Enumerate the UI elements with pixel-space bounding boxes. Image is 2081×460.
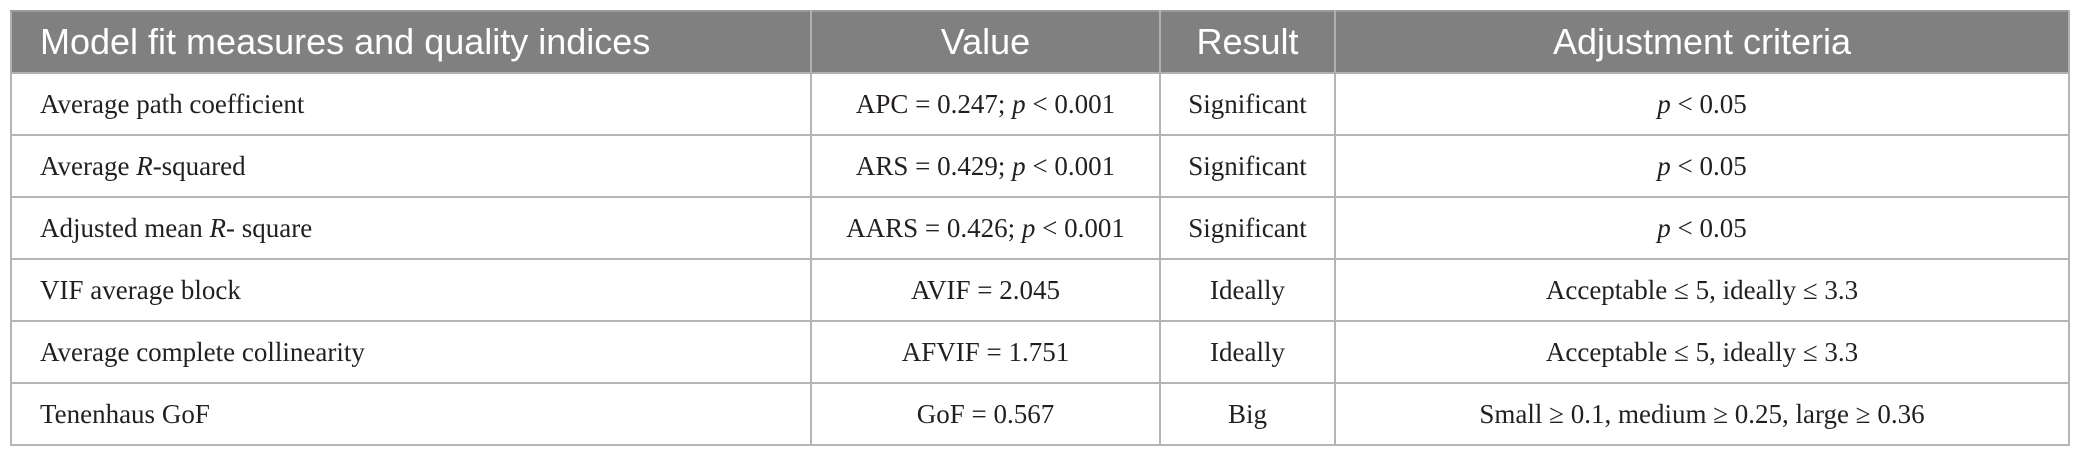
criteria-cell: p < 0.05 <box>1334 134 2070 198</box>
header-result: Result <box>1159 10 1336 74</box>
criteria-cell: p < 0.05 <box>1334 196 2070 260</box>
table-row: Adjusted mean R- square AARS = 0.426; p … <box>10 196 2070 260</box>
measure-cell: Tenenhaus GoF <box>10 382 812 446</box>
measure-cell: Average R-squared <box>10 134 812 198</box>
header-row: Model fit measures and quality indices V… <box>10 10 2070 74</box>
measure-cell: Average path coefficient <box>10 72 812 136</box>
fit-indices-table-container: Model fit measures and quality indices V… <box>10 10 2070 446</box>
result-cell: Significant <box>1159 72 1336 136</box>
result-cell: Significant <box>1159 196 1336 260</box>
table-row: VIF average block AVIF = 2.045 Ideally A… <box>10 258 2070 322</box>
table-body: Average path coefficient APC = 0.247; p … <box>10 72 2070 446</box>
table-row: Tenenhaus GoF GoF = 0.567 Big Small ≥ 0.… <box>10 382 2070 446</box>
header-measures: Model fit measures and quality indices <box>10 10 812 74</box>
value-cell: APC = 0.247; p < 0.001 <box>810 72 1161 136</box>
measure-cell: Adjusted mean R- square <box>10 196 812 260</box>
result-cell: Ideally <box>1159 258 1336 322</box>
value-cell: AVIF = 2.045 <box>810 258 1161 322</box>
measure-cell: Average complete collinearity <box>10 320 812 384</box>
table-row: Average complete collinearity AFVIF = 1.… <box>10 320 2070 384</box>
table-row: Average path coefficient APC = 0.247; p … <box>10 72 2070 136</box>
criteria-cell: p < 0.05 <box>1334 72 2070 136</box>
table-header: Model fit measures and quality indices V… <box>10 10 2070 74</box>
table-row: Average R-squared ARS = 0.429; p < 0.001… <box>10 134 2070 198</box>
fit-indices-table: Model fit measures and quality indices V… <box>10 10 2070 446</box>
value-cell: AARS = 0.426; p < 0.001 <box>810 196 1161 260</box>
measure-cell: VIF average block <box>10 258 812 322</box>
result-cell: Big <box>1159 382 1336 446</box>
result-cell: Significant <box>1159 134 1336 198</box>
result-cell: Ideally <box>1159 320 1336 384</box>
criteria-cell: Small ≥ 0.1, medium ≥ 0.25, large ≥ 0.36 <box>1334 382 2070 446</box>
header-criteria: Adjustment criteria <box>1334 10 2070 74</box>
value-cell: ARS = 0.429; p < 0.001 <box>810 134 1161 198</box>
value-cell: GoF = 0.567 <box>810 382 1161 446</box>
value-cell: AFVIF = 1.751 <box>810 320 1161 384</box>
criteria-cell: Acceptable ≤ 5, ideally ≤ 3.3 <box>1334 258 2070 322</box>
criteria-cell: Acceptable ≤ 5, ideally ≤ 3.3 <box>1334 320 2070 384</box>
header-value: Value <box>810 10 1161 74</box>
